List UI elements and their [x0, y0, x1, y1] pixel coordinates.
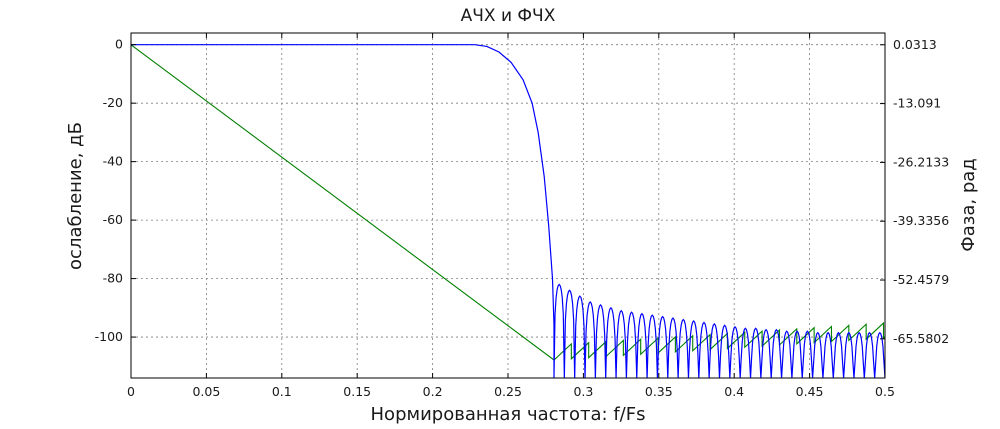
y2-tick-label: -13.091: [893, 96, 941, 111]
x-tick-label: 0.5: [875, 384, 895, 399]
y-tick-label: -20: [103, 95, 123, 110]
y-tick-label: -40: [103, 154, 123, 169]
y-tick-label: -100: [95, 329, 123, 344]
x-axis-label: Нормированная частота: f/Fs: [371, 404, 646, 425]
x-ticks: 0 0.05 0.1 0.15 0.2 0.25 0.3 0.35 0.4 0.45 0.5: [127, 33, 895, 399]
y2-ticks: 0.0313 -13.091 -26.2133 -39.3356 -52.4579 -65…: [880, 37, 949, 346]
x-tick-label: 0.4: [724, 384, 744, 399]
y-tick-label: 0: [115, 37, 123, 52]
x-tick-label: 0.05: [192, 384, 220, 399]
y2-tick-label: -52.4579: [893, 272, 949, 287]
y-ticks: 0 -20 -40 -60 -80 -100: [95, 37, 136, 344]
x-tick-label: 0.45: [796, 384, 824, 399]
y2-tick-label: -39.3356: [893, 213, 949, 228]
y2-axis-label: Фаза, рад: [958, 158, 979, 251]
y2-tick-label: 0.0313: [893, 37, 937, 52]
x-tick-label: 0.25: [494, 384, 522, 399]
chart-title: АЧХ и ФЧХ: [461, 6, 556, 26]
x-tick-label: 0.35: [645, 384, 673, 399]
x-tick-label: 0: [127, 384, 135, 399]
grid: [131, 33, 885, 378]
plot-area: [131, 44, 885, 378]
y-tick-label: -80: [103, 271, 123, 286]
x-tick-label: 0.2: [423, 384, 443, 399]
magnitude-series-line: [131, 44, 885, 378]
x-tick-label: 0.3: [573, 384, 593, 399]
y-axis-label: ослабление, дБ: [65, 122, 86, 270]
x-tick-label: 0.15: [343, 384, 371, 399]
y2-tick-label: -65.5802: [893, 331, 949, 346]
x-tick-label: 0.1: [272, 384, 292, 399]
y2-tick-label: -26.2133: [893, 154, 949, 169]
y-tick-label: -60: [103, 212, 123, 227]
